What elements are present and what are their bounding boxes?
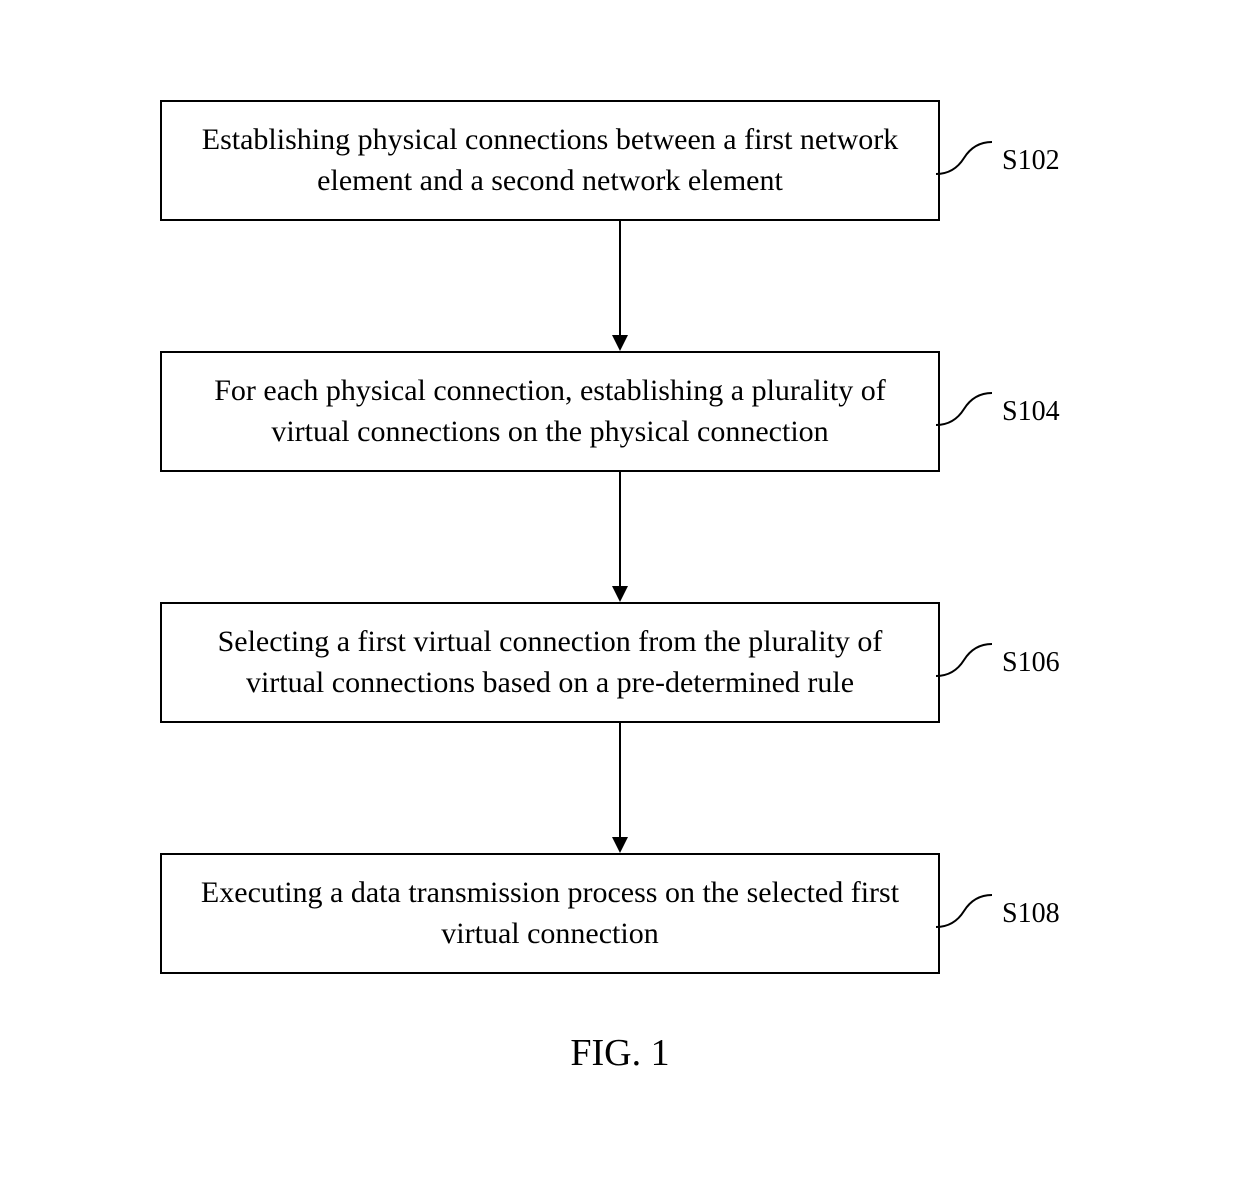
flow-step: Selecting a first virtual connection fro… — [160, 602, 1080, 723]
step-text: For each physical connection, establishi… — [214, 374, 885, 448]
step-label: S102 — [1002, 145, 1060, 177]
arrow-connector — [230, 472, 1010, 602]
step-text: Establishing physical connections betwee… — [202, 123, 899, 197]
flowchart-container: Establishing physical connections betwee… — [160, 100, 1080, 974]
step-box-2: For each physical connection, establishi… — [160, 351, 940, 472]
label-connector — [934, 134, 994, 188]
step-text: Selecting a first virtual connection fro… — [218, 625, 883, 699]
step-label: S108 — [1002, 898, 1060, 930]
step-box-4: Executing a data transmission process on… — [160, 853, 940, 974]
flow-step: Executing a data transmission process on… — [160, 853, 1080, 974]
step-label: S104 — [1002, 396, 1060, 428]
label-connector — [934, 385, 994, 439]
flow-step: Establishing physical connections betwee… — [160, 100, 1080, 221]
flow-step: For each physical connection, establishi… — [160, 351, 1080, 472]
step-box-1: Establishing physical connections betwee… — [160, 100, 940, 221]
arrow-connector — [230, 221, 1010, 351]
step-label: S106 — [1002, 647, 1060, 679]
step-box-3: Selecting a first virtual connection fro… — [160, 602, 940, 723]
figure-caption: FIG. 1 — [570, 1031, 669, 1075]
step-text: Executing a data transmission process on… — [201, 876, 899, 950]
label-connector — [934, 887, 994, 941]
label-connector — [934, 636, 994, 690]
arrow-connector — [230, 723, 1010, 853]
